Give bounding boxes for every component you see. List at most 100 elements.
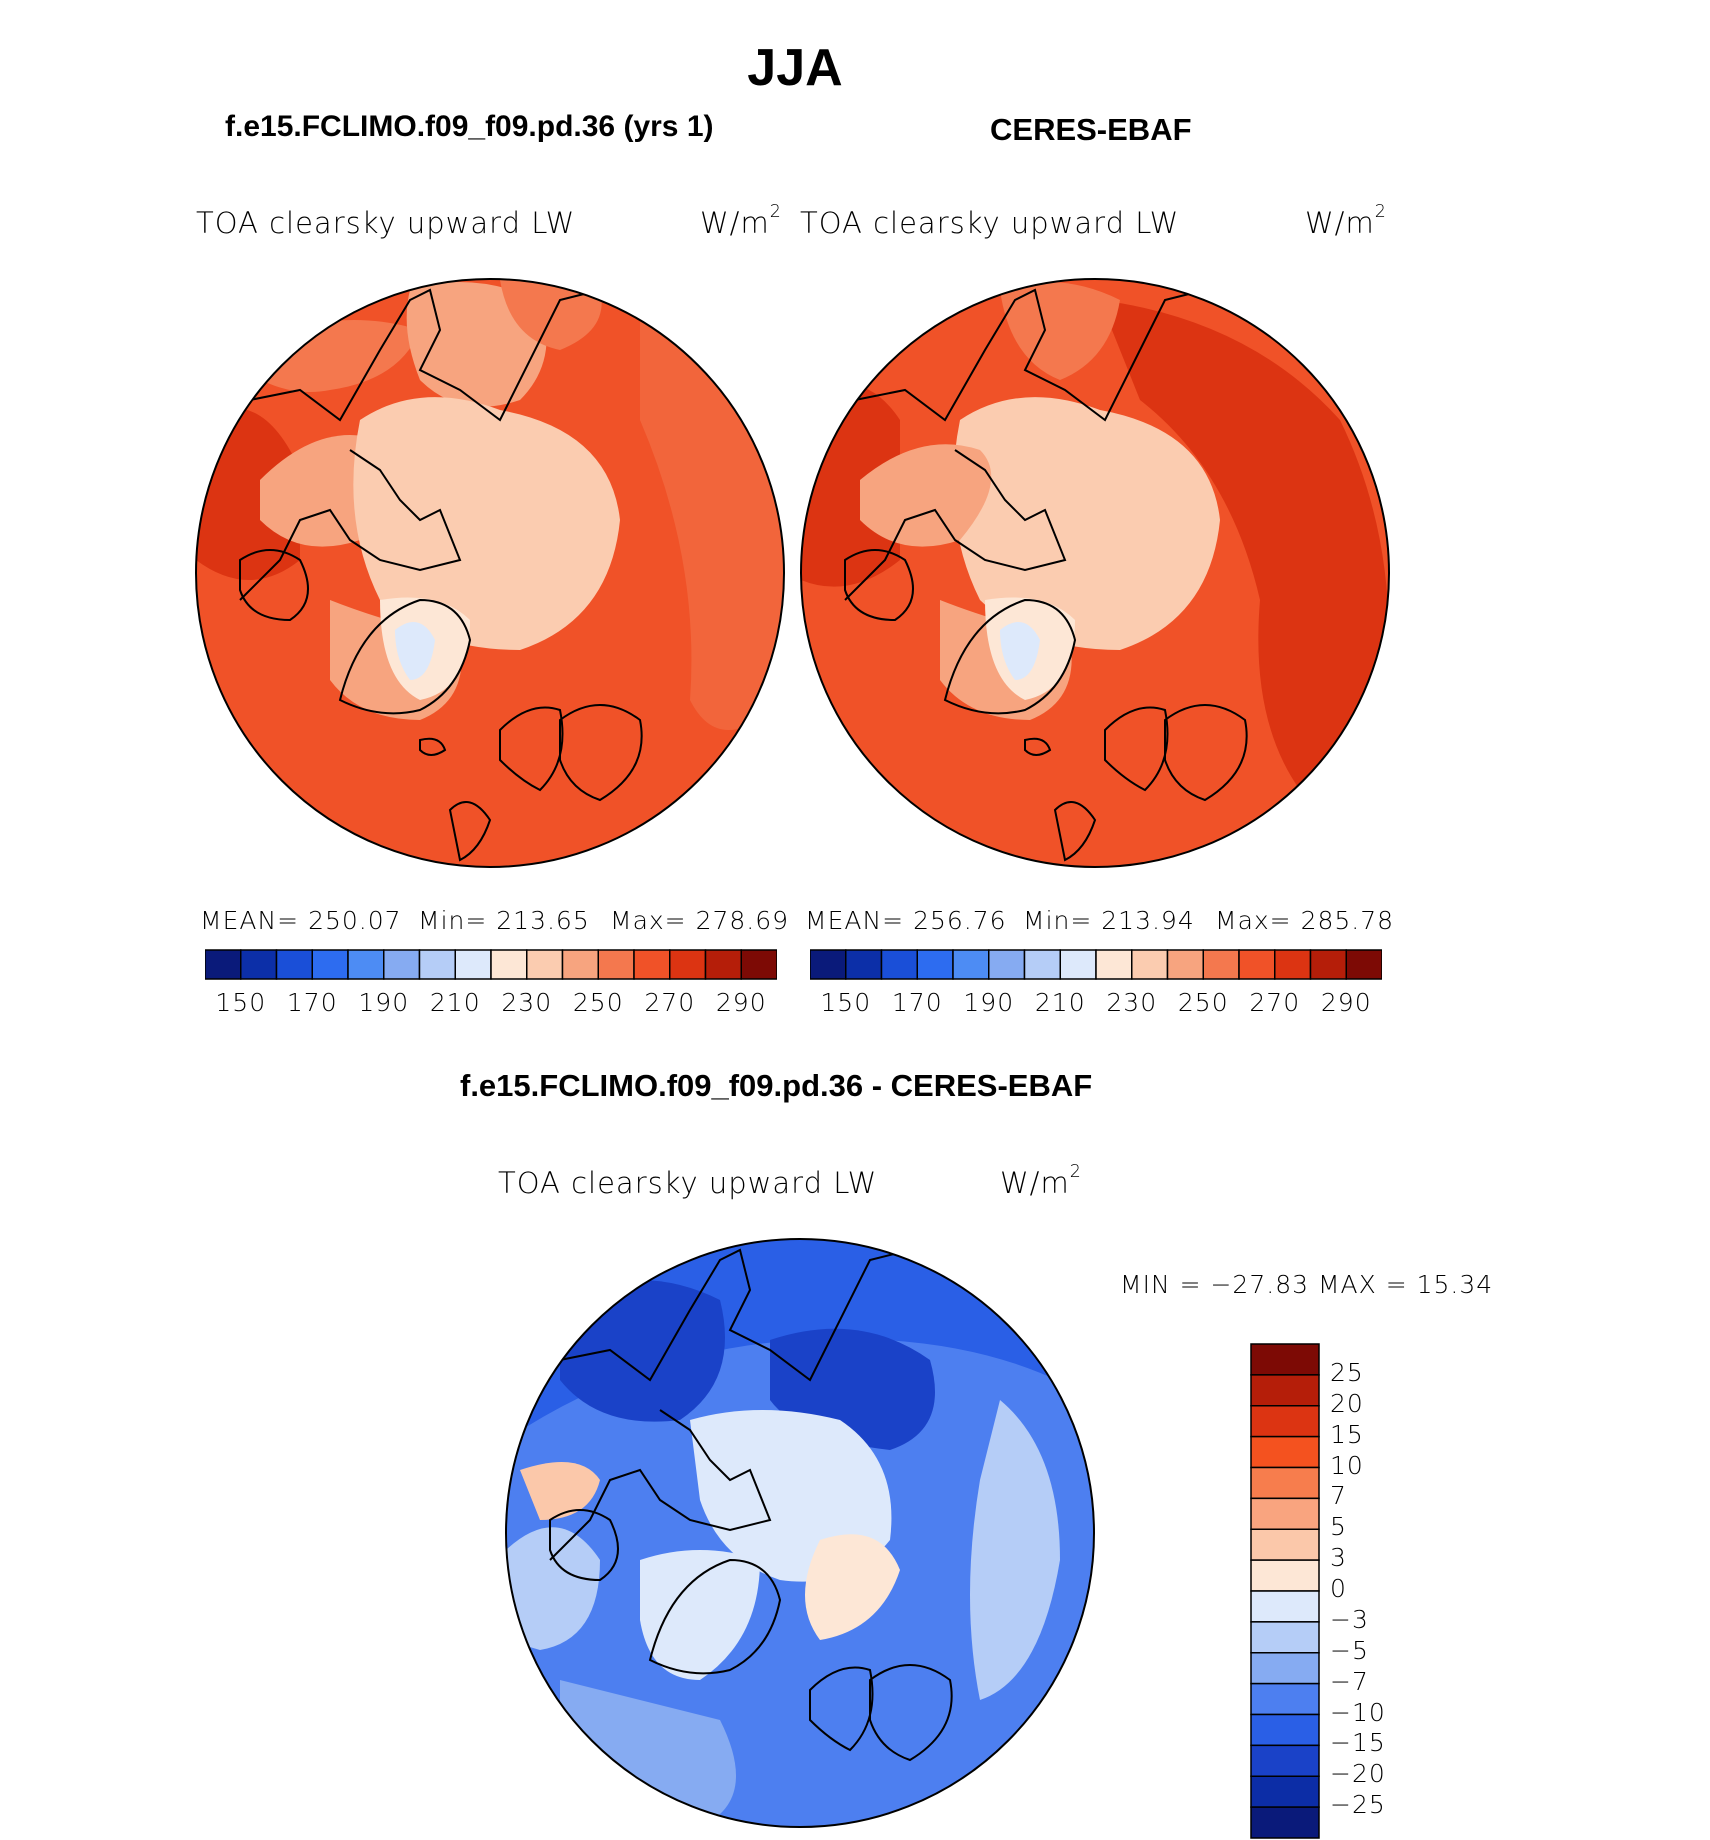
colorbar-box [810, 949, 847, 980]
colorbar-box [1250, 1466, 1320, 1500]
colorbar-box [1250, 1590, 1320, 1623]
colorbar-box [1345, 949, 1382, 980]
colorbar-tick-label: 170 [891, 988, 943, 1017]
colorbar-box [1250, 1713, 1320, 1747]
colorbar-tick-label: 270 [644, 988, 696, 1017]
colorbar-box [1166, 949, 1204, 980]
diff-panel-header: f.e15.FCLIMO.f09_f09.pd.36 - CERES-EBAF [460, 1068, 1093, 1103]
colorbar-box [311, 949, 349, 980]
colorbar-box [1250, 1775, 1320, 1808]
colorbar-box [845, 949, 883, 980]
left-panel-variable: TOA clearsky upward LW [196, 206, 576, 240]
colorbar-box [526, 949, 564, 980]
colorbar-tick-label: 150 [820, 988, 872, 1017]
right-stat-min: Min= 213.94 [1023, 906, 1195, 935]
colorbar-box [1250, 1652, 1320, 1685]
colorbar-box [1250, 1435, 1320, 1469]
colorbar-box [597, 949, 635, 980]
colorbar-tick-label: −7 [1330, 1666, 1369, 1696]
colorbar-tick-label: −25 [1330, 1790, 1386, 1820]
colorbar-tick-label: 230 [1106, 988, 1158, 1017]
left-panel-header: f.e15.FCLIMO.f09_f09.pd.36 (yrs 1) [225, 110, 714, 143]
right-stat-mean: MEAN= 256.76 [805, 906, 1007, 935]
colorbar-tick-label: −10 [1330, 1697, 1386, 1727]
colorbar-tick-label: −20 [1330, 1759, 1386, 1789]
colorbar-box [1250, 1621, 1320, 1654]
colorbar-tick-label: 250 [1177, 988, 1229, 1017]
colorbar-box [1023, 949, 1061, 980]
colorbar-box [1238, 949, 1276, 980]
colorbar-box [1309, 949, 1347, 980]
colorbar-box [561, 949, 599, 980]
colorbar-box [454, 949, 492, 980]
colorbar-box [1250, 1374, 1320, 1407]
diff-panel-units: W/m2 [1000, 1162, 1082, 1200]
right-colorbar [810, 949, 1382, 980]
colorbar-tick-label: −15 [1330, 1728, 1386, 1758]
colorbar-box [275, 949, 313, 980]
colorbar-tick-label: 190 [358, 988, 410, 1017]
colorbar-box [1274, 949, 1312, 980]
colorbar-tick-label: 170 [286, 988, 338, 1017]
left-stat-min: Min= 213.65 [418, 906, 590, 935]
right-map [801, 279, 1389, 867]
colorbar-box [880, 949, 918, 980]
colorbar-tick-label: 25 [1330, 1357, 1364, 1387]
diff-panel-variable: TOA clearsky upward LW [498, 1166, 878, 1200]
colorbar-tick-label: 230 [501, 988, 553, 1017]
colorbar-box [633, 949, 671, 980]
colorbar-box [490, 949, 528, 980]
colorbar-tick-label: 7 [1330, 1481, 1347, 1511]
colorbar-tick-label: 150 [215, 988, 267, 1017]
right-panel-units: W/m2 [1305, 202, 1387, 240]
colorbar-box [240, 949, 278, 980]
colorbar-box [988, 949, 1026, 980]
colorbar-tick-label: 270 [1249, 988, 1301, 1017]
colorbar-tick-label: 10 [1330, 1450, 1364, 1480]
colorbar-box [1250, 1405, 1320, 1438]
colorbar-tick-label: 290 [1320, 988, 1372, 1017]
colorbar-tick-label: 15 [1330, 1419, 1364, 1449]
right-panel-header: CERES-EBAF [990, 112, 1192, 147]
colorbar-box [205, 949, 242, 980]
colorbar-box [347, 949, 385, 980]
left-map [196, 279, 784, 867]
left-coastlines [239, 288, 643, 862]
colorbar-box [383, 949, 421, 980]
colorbar-box [1250, 1806, 1320, 1839]
colorbar-box [1250, 1497, 1320, 1530]
colorbar-box [916, 949, 954, 980]
colorbar-box [669, 949, 707, 980]
colorbar-box [1059, 949, 1097, 980]
right-coastlines [844, 288, 1248, 862]
colorbar-box [1131, 949, 1169, 980]
colorbar-box [1250, 1528, 1320, 1561]
colorbar-tick-label: 250 [572, 988, 624, 1017]
right-panel-variable: TOA clearsky upward LW [800, 206, 1180, 240]
diff-coastlines [549, 1248, 953, 1762]
left-panel-units: W/m2 [700, 202, 782, 240]
colorbar-tick-label: 5 [1330, 1512, 1347, 1542]
diff-map [506, 1239, 1094, 1827]
right-stat-max: Max= 285.78 [1215, 906, 1395, 935]
colorbar-box [1202, 949, 1240, 980]
colorbar-tick-label: 190 [963, 988, 1015, 1017]
colorbar-box [1250, 1682, 1320, 1716]
colorbar-tick-label: 210 [429, 988, 481, 1017]
colorbar-tick-label: 3 [1330, 1543, 1347, 1573]
colorbar-box [1250, 1744, 1320, 1777]
colorbar-tick-label: 0 [1330, 1574, 1347, 1603]
colorbar-tick-label: 20 [1330, 1388, 1364, 1418]
left-colorbar [205, 949, 777, 980]
colorbar-tick-label: −3 [1330, 1604, 1369, 1634]
colorbar-box [418, 949, 456, 980]
colorbar-box [740, 949, 777, 980]
diff-minmax: MIN = −27.83 MAX = 15.34 [1120, 1270, 1494, 1299]
colorbar-box [1095, 949, 1133, 980]
colorbar-box [1250, 1559, 1320, 1592]
main-title: JJA [747, 39, 843, 97]
diff-colorbar [1250, 1343, 1320, 1839]
colorbar-tick-label: 210 [1034, 988, 1086, 1017]
colorbar-tick-label: −5 [1330, 1635, 1369, 1665]
